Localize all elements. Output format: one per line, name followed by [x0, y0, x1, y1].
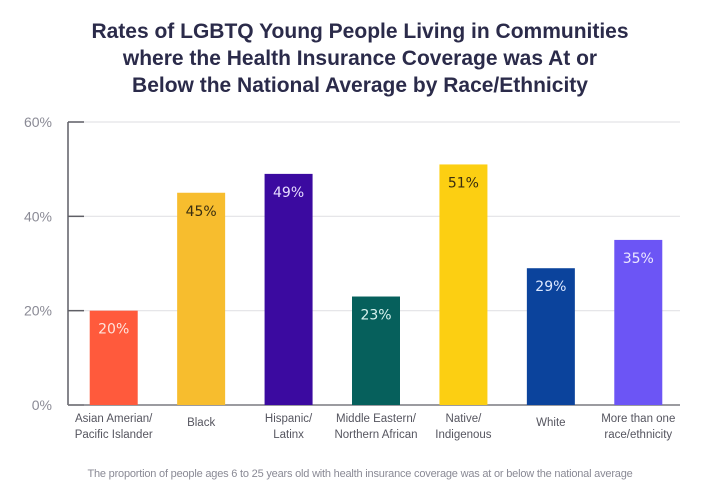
x-tick-label: Asian Amerian/Pacific Islander — [59, 411, 169, 443]
x-tick-label: More than one race/ethnicity — [583, 411, 693, 443]
chart-title-line: where the Health Insurance Coverage was … — [122, 47, 598, 70]
data-label: 20% — [98, 322, 129, 338]
data-label: 49% — [273, 185, 304, 201]
x-tick-label-line: Middle Eastern/ — [336, 413, 416, 425]
chart-footnote: The proportion of people ages 6 to 25 ye… — [87, 468, 633, 480]
bar — [89, 310, 138, 405]
chart-title: Rates of LGBTQ Young People Living in Co… — [0, 18, 720, 99]
bar — [264, 173, 313, 405]
y-tick-label: 40% — [24, 208, 52, 224]
bar — [177, 192, 226, 405]
data-label: 35% — [623, 251, 654, 267]
x-tick-label: Middle Eastern/Northern African — [321, 411, 431, 443]
x-tick-label-line: Latinx — [273, 429, 304, 441]
chart-title-line: Rates of LGBTQ Young People Living in Co… — [91, 20, 629, 43]
x-tick-label: Black — [146, 415, 256, 431]
x-tick-label: Hispanic/Latinx — [234, 411, 344, 443]
x-tick-label-line: White — [536, 417, 566, 429]
x-tick-label-line: race/ethnicity — [604, 429, 673, 441]
chart-title-line: Below the National Average by Race/Ethni… — [132, 74, 588, 97]
data-label: 51% — [448, 175, 479, 191]
bar — [439, 164, 488, 405]
data-label: 23% — [360, 308, 391, 324]
x-tick-label-line: Hispanic/ — [264, 413, 313, 425]
x-tick-label-line: More than one — [601, 413, 676, 425]
y-tick-label: 0% — [32, 397, 52, 413]
x-tick-label-line: Pacific Islander — [74, 429, 153, 441]
data-label: 45% — [186, 204, 217, 220]
y-tick-label: 60% — [24, 114, 52, 130]
bar — [352, 296, 400, 405]
data-label: 29% — [535, 279, 566, 295]
x-tick-label-line: Native/ — [445, 413, 482, 425]
x-tick-label: White — [496, 415, 606, 431]
x-tick-label-line: Indigenous — [435, 429, 492, 441]
x-tick-label-line: Asian Amerian/ — [75, 413, 153, 425]
y-tick-label: 20% — [24, 303, 52, 319]
bar — [526, 268, 575, 405]
x-tick-label-line: Northern African — [334, 429, 418, 441]
x-tick-label: Native/Indigenous — [408, 411, 518, 443]
x-tick-label-line: Black — [187, 417, 216, 429]
bar — [614, 239, 663, 405]
